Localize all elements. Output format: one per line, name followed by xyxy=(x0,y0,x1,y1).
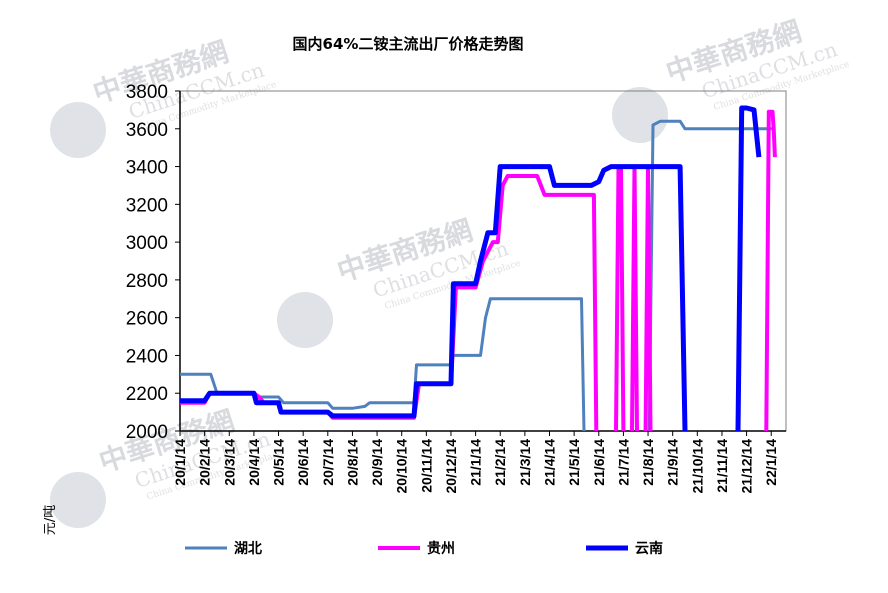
y-axis-ticks: 2000 2200 2400 2600 2800 3000 3200 3400 3600 3800 xyxy=(126,82,180,443)
x-tick-label: 21/9/14 xyxy=(665,439,681,486)
x-tick-label: 20/9/14 xyxy=(369,439,385,486)
x-tick-label: 20/2/14 xyxy=(197,439,213,486)
y-tick-label: 3800 xyxy=(126,82,168,103)
y-tick-label: 3400 xyxy=(126,158,168,179)
x-tick-label: 20/3/14 xyxy=(221,439,237,486)
legend-label: 云南 xyxy=(635,540,663,557)
x-tick-label: 20/7/14 xyxy=(320,439,336,486)
x-tick-label: 21/5/14 xyxy=(566,439,582,486)
y-axis-label: 元/吨 xyxy=(43,505,58,535)
y-tick-label: 2800 xyxy=(126,271,168,292)
y-tick-label: 3200 xyxy=(126,195,168,216)
x-tick-label: 21/12/14 xyxy=(739,439,755,494)
x-tick-label: 20/4/14 xyxy=(246,439,262,486)
x-tick-label: 21/4/14 xyxy=(542,439,558,486)
x-tick-label: 21/6/14 xyxy=(591,439,607,486)
legend-label: 湖北 xyxy=(234,541,262,557)
x-tick-label: 21/3/14 xyxy=(517,439,533,486)
x-tick-label: 22/1/14 xyxy=(763,439,779,486)
x-tick-label: 21/8/14 xyxy=(640,439,656,486)
y-tick-label: 2200 xyxy=(126,384,168,405)
x-tick-label: 20/1/14 xyxy=(172,439,188,486)
x-tick-label: 21/7/14 xyxy=(615,439,631,486)
y-tick-label: 2000 xyxy=(126,422,168,443)
watermark-logo: 中華商務網 ChinaCCM.cn China Commodity Market… xyxy=(612,15,851,143)
x-tick-label: 20/6/14 xyxy=(295,439,311,486)
series-line-3 xyxy=(180,105,762,432)
x-tick-label: 20/8/14 xyxy=(344,439,360,486)
y-tick-label: 3600 xyxy=(126,120,168,141)
x-tick-label: 21/11/14 xyxy=(714,439,730,493)
y-tick-label: 2600 xyxy=(126,309,168,330)
y-tick-label: 3000 xyxy=(126,233,168,254)
series-layer xyxy=(180,105,777,432)
x-tick-label: 20/10/14 xyxy=(394,439,410,494)
chart-title: 国内64%二铵主流出厂价格走势图 xyxy=(293,35,524,53)
legend: 湖北 贵州 云南 xyxy=(185,540,663,557)
legend-label: 贵州 xyxy=(427,540,455,557)
x-tick-label: 20/5/14 xyxy=(271,439,287,486)
x-tick-label: 21/10/14 xyxy=(689,439,705,494)
x-tick-label: 21/2/14 xyxy=(492,439,508,486)
x-tick-label: 20/12/14 xyxy=(443,439,459,494)
x-tick-label: 21/1/14 xyxy=(468,439,484,486)
y-tick-label: 2400 xyxy=(126,346,168,367)
watermark-logo: 中華商務網 ChinaCCM.cn China Commodity Market… xyxy=(50,404,284,528)
x-tick-label: 20/11/14 xyxy=(418,439,434,493)
x-axis-ticks: 20/1/14 20/2/14 20/3/14 20/4/14 20/5/14 20/6/… xyxy=(172,431,779,494)
